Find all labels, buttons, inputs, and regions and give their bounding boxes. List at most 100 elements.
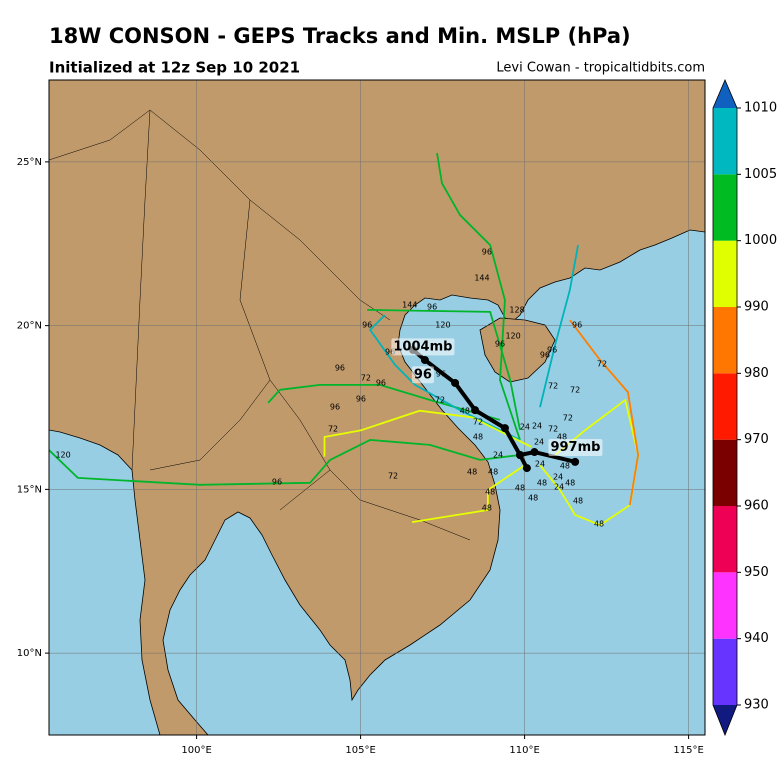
hour-label: 144 — [474, 274, 489, 283]
hour-label: 48 — [488, 468, 498, 477]
map: 96 144 128 120 144 96 96 120 96 72 72 72 96 96 72 96 96 9… — [49, 80, 705, 735]
hour-label: 48 — [515, 484, 525, 493]
hour-label: 96 — [356, 394, 366, 403]
hour-label: 72 — [361, 374, 371, 383]
colorbar-band — [713, 307, 737, 374]
colorbar-tick-label: 980 — [744, 366, 769, 381]
axes: 100°E 105°E 110°E 115°E 10°N 15°N 20°N 25°N — [17, 157, 704, 756]
hour-label: 24 — [554, 483, 564, 492]
chart-title: 18W CONSON - GEPS Tracks and Min. MSLP (… — [49, 24, 631, 48]
hour-label: 72 — [328, 425, 338, 434]
hour-label: 96 — [376, 378, 386, 387]
colorbar-band — [713, 240, 737, 307]
colorbar-tick-label: 1010 — [744, 101, 777, 116]
track-point — [420, 356, 429, 365]
track — [369, 314, 521, 441]
hour-label: 128 — [509, 305, 524, 314]
track — [323, 409, 532, 457]
hour-label: 48 — [537, 478, 547, 487]
x-tick-label: 110°E — [509, 745, 539, 756]
chart-subtitle: Initialized at 12z Sep 10 2021 — [49, 59, 300, 77]
hour-label: 72 — [563, 413, 573, 422]
hour-label: 48 — [467, 468, 477, 477]
colorbar-tick-label: 970 — [744, 432, 769, 447]
hour-label: 48 — [557, 432, 567, 441]
track-point — [522, 464, 531, 473]
y-tick-label: 25°N — [17, 157, 42, 168]
hour-label: 96 — [572, 320, 582, 329]
hour-label: 24 — [553, 472, 563, 481]
hour-label: 72 — [388, 471, 398, 480]
hour-label: 24 — [534, 437, 544, 446]
colorbar-band — [713, 572, 737, 639]
track-point — [530, 448, 539, 457]
annotation-box — [548, 438, 603, 456]
x-tick-label: 105°E — [345, 745, 375, 756]
y-tick-label: 10°N — [17, 648, 42, 659]
hour-label: 120 — [505, 332, 520, 341]
hour-label: 96 — [482, 247, 492, 256]
frame — [48, 79, 706, 736]
track-point — [516, 450, 525, 459]
track-point — [571, 457, 580, 466]
annotation: 96 — [414, 367, 432, 382]
hour-label: 120 — [435, 320, 450, 329]
track — [539, 244, 579, 408]
hour-label: 96 — [427, 302, 437, 311]
x-tick-label: 100°E — [181, 745, 211, 756]
credit: Levi Cowan - tropicaltidbits.com — [496, 61, 705, 76]
hour-label: 72 — [473, 417, 483, 426]
hour-label: 96 — [436, 370, 446, 379]
colorbar-tick-label: 940 — [744, 631, 769, 646]
annotation: 997mb — [550, 440, 600, 455]
hour-label: 144 — [402, 300, 417, 309]
track — [539, 464, 631, 526]
colorbar-tick-label: 960 — [744, 499, 769, 514]
annotation: 1004mb — [393, 339, 452, 354]
colorbar-tick-label: 930 — [744, 698, 769, 713]
annotation-box — [391, 338, 455, 356]
colorbar-band — [713, 638, 737, 705]
data-layer: 96 144 128 120 144 96 96 120 96 72 72 72 96 96 72 96 96 9… — [49, 80, 705, 735]
hour-label: 96 — [385, 347, 395, 356]
colorbar-band — [713, 108, 737, 175]
hour-label: 72 — [548, 425, 558, 434]
track-point — [451, 378, 460, 387]
hour-label: 48 — [594, 520, 604, 529]
hour-label: 96 — [330, 402, 340, 411]
colorbar-extend-low — [713, 705, 737, 735]
hour-label: 48 — [573, 496, 583, 505]
hour-label: 48 — [560, 462, 570, 471]
hour-label: 96 — [335, 363, 345, 372]
track — [267, 384, 501, 421]
hour-label: 48 — [528, 493, 538, 502]
track — [411, 464, 526, 524]
borders — [49, 109, 471, 541]
colorbar-tick-label: 950 — [744, 565, 769, 580]
colorbar-tick-label: 990 — [744, 300, 769, 315]
colorbar-extend-high — [713, 80, 737, 108]
colorbar-band — [713, 373, 737, 440]
hour-label: 72 — [548, 381, 558, 390]
hour-label: 24 — [535, 460, 545, 469]
hour-label: 48 — [482, 504, 492, 513]
hour-label: 48 — [565, 478, 575, 487]
track-point — [471, 406, 480, 415]
hour-label: 96 — [362, 320, 372, 329]
x-tick-label: 115°E — [673, 745, 703, 756]
annotation-box — [411, 366, 434, 384]
hour-label: 24 — [520, 423, 530, 432]
colorbar-band — [713, 506, 737, 573]
hour-label: 72 — [570, 385, 580, 394]
hour-label: 48 — [485, 487, 495, 496]
hour-label: 24 — [493, 450, 503, 459]
y-tick-label: 15°N — [17, 484, 42, 495]
colorbar-tick-label: 1000 — [744, 233, 777, 248]
hour-label: 96 — [547, 345, 557, 354]
track — [49, 439, 521, 486]
hour-label: 24 — [532, 422, 542, 431]
hour-label: 72 — [597, 359, 607, 368]
hour-label: 72 — [435, 395, 445, 404]
